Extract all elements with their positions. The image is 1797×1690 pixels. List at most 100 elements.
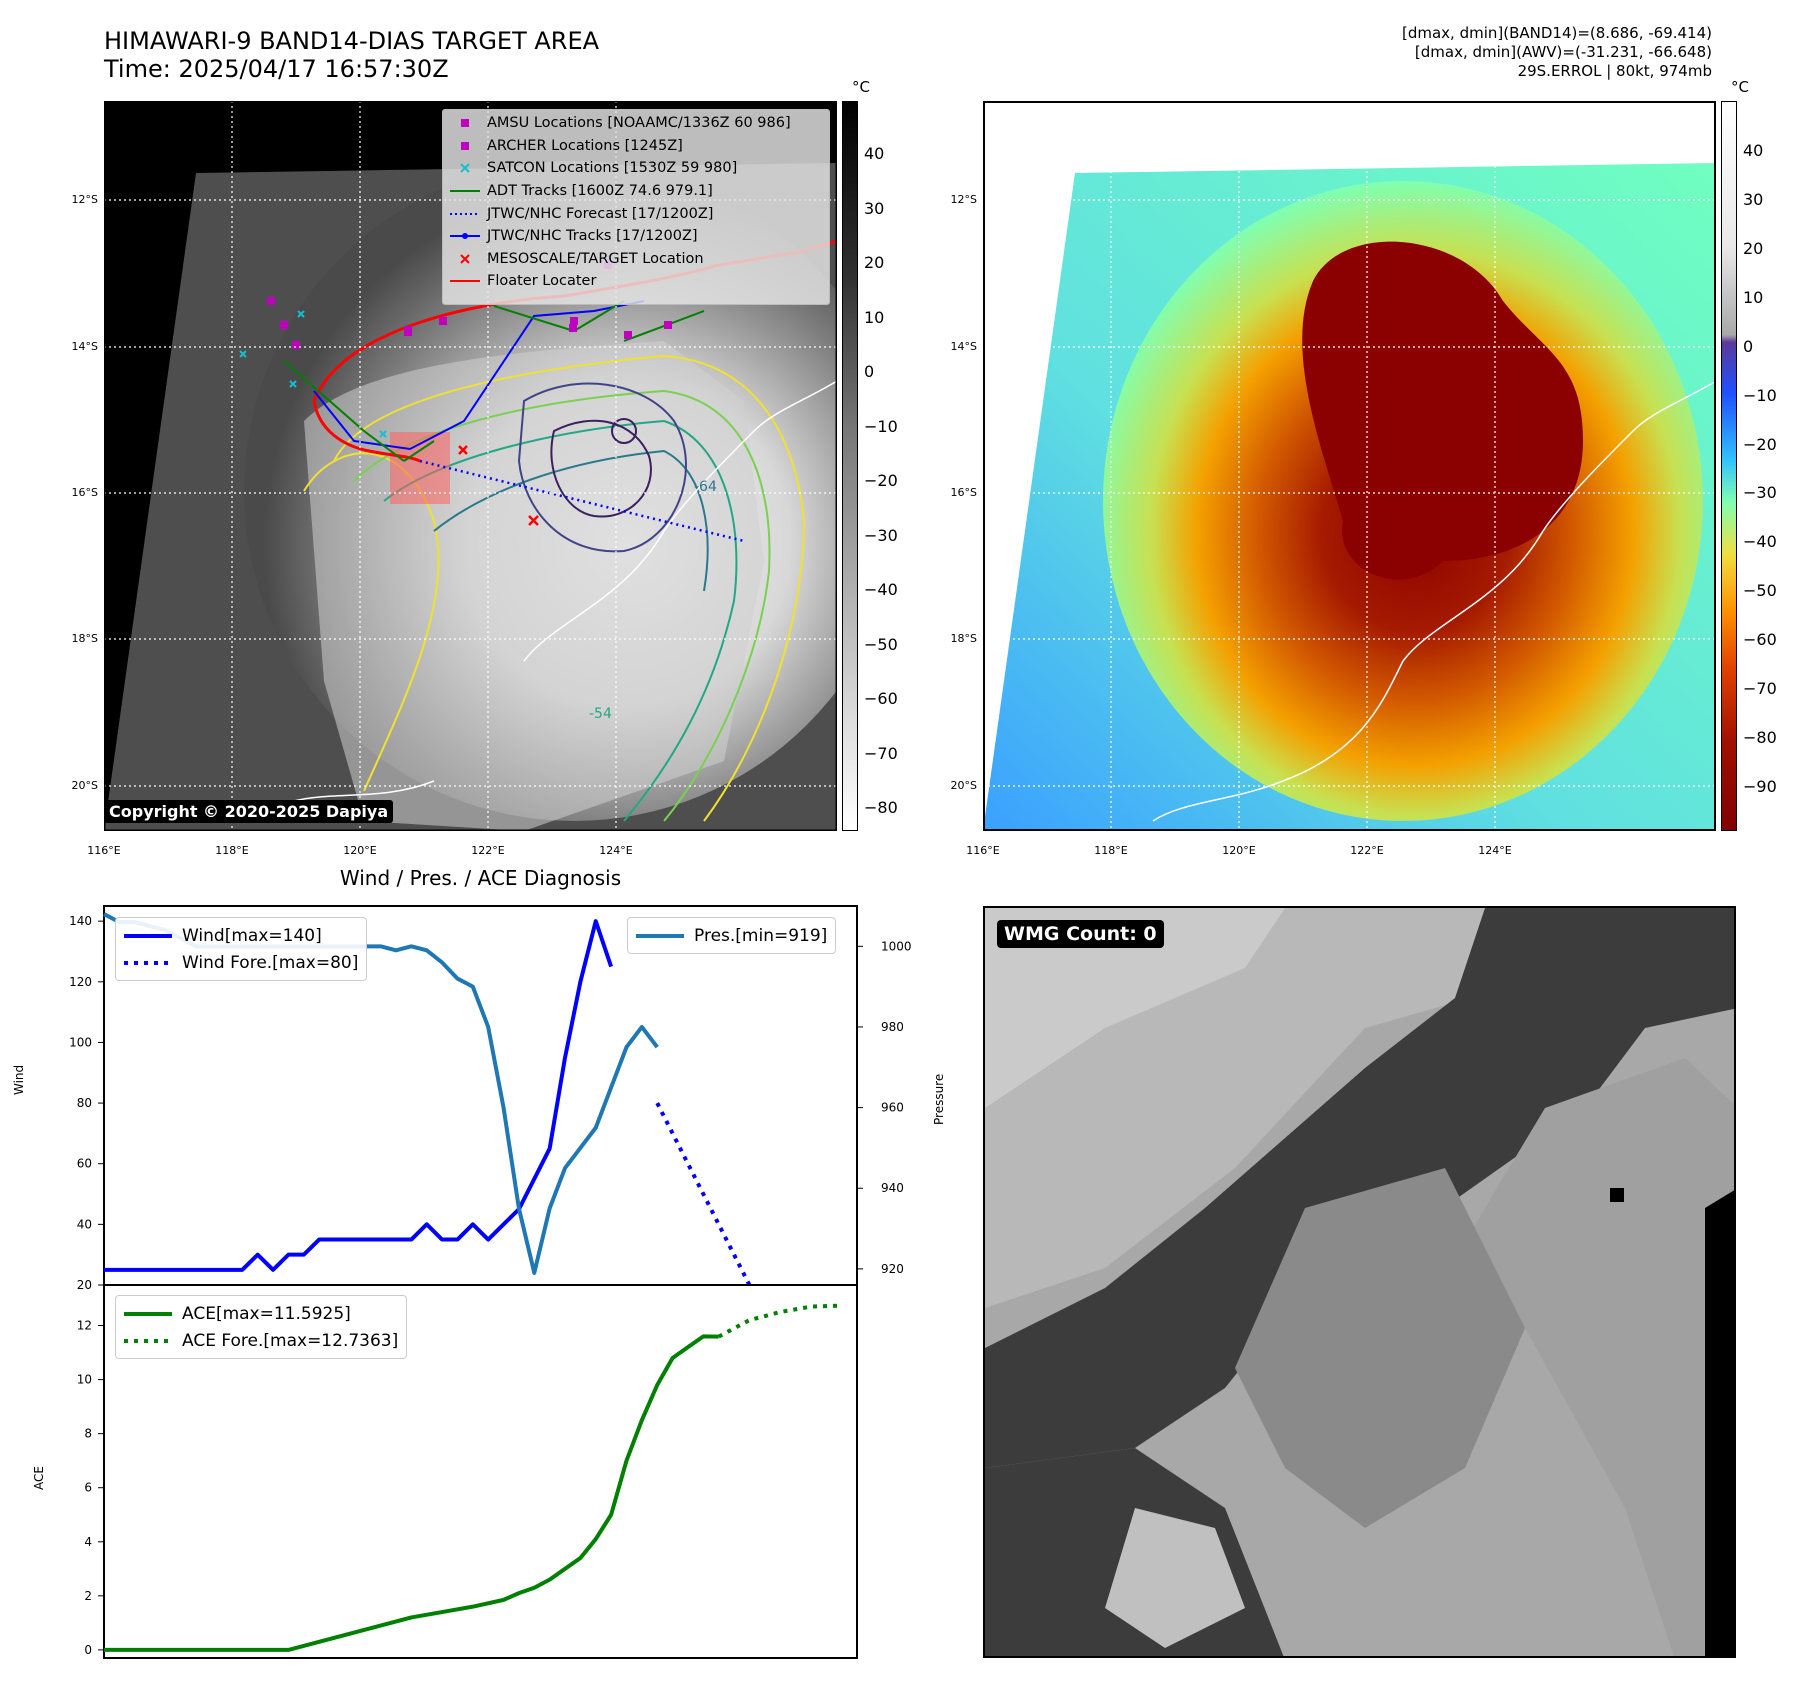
legend-wind-forecast: Wind Fore.[max=80] [124,949,358,976]
wind-tick-label: 120 [69,975,92,989]
info-line-1: [dmax, dmin](BAND14)=(8.686, -69.414) [1401,24,1712,42]
legend-pressure-swatch [636,933,684,938]
latitude-label: 14°S [950,340,977,353]
legend-symbol [443,230,487,242]
colorbar-tick-label: −90 [1743,777,1777,796]
right-map-panel [983,101,1716,831]
legend-label: SATCON Locations [1530Z 59 980] [487,160,738,177]
colorbar-tick-label: 40 [864,144,885,163]
colorbar-tick-label: −10 [1743,385,1777,405]
left-map-legend: AMSU Locations [NOAAMC/1336Z 60 986] ARCH… [442,109,830,305]
latitude-label: 16°S [950,486,977,499]
colorbar-tick-label: 0 [1743,336,1754,356]
info-line-2: [dmax, dmin](AWV)=(-31.231, -66.648) [1414,43,1712,61]
colorbar-tick-label: −10 [864,416,898,436]
ace-tick-label: 8 [84,1427,92,1441]
wmg-mid-area [1425,1058,1734,1656]
main-title: HIMAWARI-9 BAND14-DIAS TARGET AREA Time:… [104,27,599,83]
colorbar-tick-label: 20 [864,253,885,272]
legend-label: Floater Locater [487,273,597,290]
longitude-label: 122°E [471,844,505,857]
ace-ylabel: ACE [32,1466,46,1490]
ace-tick-label: 0 [84,1643,92,1657]
legend-symbol [443,185,487,197]
cold-cloud-shield [304,341,764,831]
legend-label: ADT Tracks [1600Z 74.6 979.1] [487,183,713,200]
legend-item: Floater Locater [443,270,829,293]
latitude-label: 20°S [950,779,977,792]
colorbar-tick-label: 40 [1743,141,1764,160]
legend-symbol [443,275,487,287]
legend-item: MESOSCALE/TARGET Location [443,248,829,271]
longitude-label: 118°E [215,844,249,857]
chart-title: Wind / Pres. / ACE Diagnosis [339,866,622,890]
colorbar-tick-label: −60 [1743,630,1777,650]
colorbar-tick-label: 30 [1743,189,1764,209]
pressure-tick-label: 940 [881,1181,904,1195]
colorbar-tick-label: −70 [1743,679,1777,699]
latitude-label: 12°S [71,193,98,206]
wmg-lightest-area [985,908,1285,1108]
jtwc-forecast-track [419,459,745,543]
satcon-markers [239,310,387,438]
right-colorbar [1721,101,1737,831]
ace-legend: ACE[max=11.5925] ACE Fore.[max=12.7363] [115,1295,408,1359]
colorbar-tick-label: −50 [864,634,898,654]
colorbar-tick-label: 10 [864,307,885,327]
longitude-label: 116°E [87,844,121,857]
legend-ace-forecast: ACE Fore.[max=12.7363] [124,1327,398,1354]
legend-item: AMSU Locations [NOAAMC/1336Z 60 986] [443,112,829,135]
copyright-badge: Copyright © 2020-2025 Dapiya [104,800,394,823]
colorbar-tick-label: 0 [864,362,875,381]
title-line-1: HIMAWARI-9 BAND14-DIAS TARGET AREA [104,27,600,55]
legend-item: SATCON Locations [1530Z 59 980] [443,157,829,180]
right-map-svg [983,101,1716,831]
wind-tick-label: 140 [69,914,92,928]
contour-yellow [333,354,806,822]
left-colorbar [842,101,858,831]
legend-ace-forecast-swatch [124,1338,172,1343]
longitude-label: 122°E [1350,844,1384,857]
wind-tick-label: 80 [77,1096,92,1110]
colorbar-tick-label: −80 [1743,728,1777,748]
contour-indigo [517,382,687,553]
right-colorbar-unit: °C [1731,78,1749,96]
colorbar-tick-label: −40 [864,580,898,599]
ace-tick-label: 12 [77,1319,92,1333]
contour-green [353,389,771,822]
longitude-label: 118°E [1094,844,1128,857]
wind-tick-label: 60 [77,1157,92,1171]
colorbar-tick-label: −80 [864,798,898,817]
contour-blue-green [433,449,709,592]
ace-series-line-1 [717,1303,842,1339]
left-colorbar-ticks: 40 30 20 10 0 −10 −20 −30 −40 −50 −60 −70 −80 [864,101,924,831]
pressure-tick-label: 960 [881,1101,904,1115]
pressure-tick-label: 1000 [881,939,912,953]
wmg-image [985,908,1734,1656]
wmg-black-edge [1705,1190,1734,1656]
colorbar-tick-label: 30 [864,198,885,218]
coastline-south [293,780,435,802]
wmg-dark-band [985,908,1734,1468]
legend-wind-swatch [124,933,172,938]
colorbar-tick-label: −30 [1743,483,1777,503]
pressure-legend: Pres.[min=919] [627,917,837,954]
legend-symbol [443,253,487,265]
latitude-label: 14°S [71,340,98,353]
wind-tick-label: 100 [69,1035,92,1049]
series-line-1 [655,1102,752,1286]
contour-eye [611,418,637,444]
wmg-count-badge: WMG Count: 0 [997,920,1164,948]
wmg-light-patch [1105,1508,1245,1648]
wind-tick-label: 40 [77,1217,92,1231]
legend-item: ADT Tracks [1600Z 74.6 979.1] [443,180,829,203]
contour-yellow-2 [303,452,440,792]
left-colorbar-unit: °C [852,78,870,96]
longitude-label: 124°E [599,844,633,857]
pressure-tick-label: 920 [881,1262,904,1276]
wmg-black-pixel [1610,1188,1624,1202]
latitude-label: 20°S [71,779,98,792]
legend-wind: Wind[max=140] [124,922,358,949]
ace-tick-label: 6 [84,1481,92,1495]
latitude-label: 18°S [71,632,98,645]
